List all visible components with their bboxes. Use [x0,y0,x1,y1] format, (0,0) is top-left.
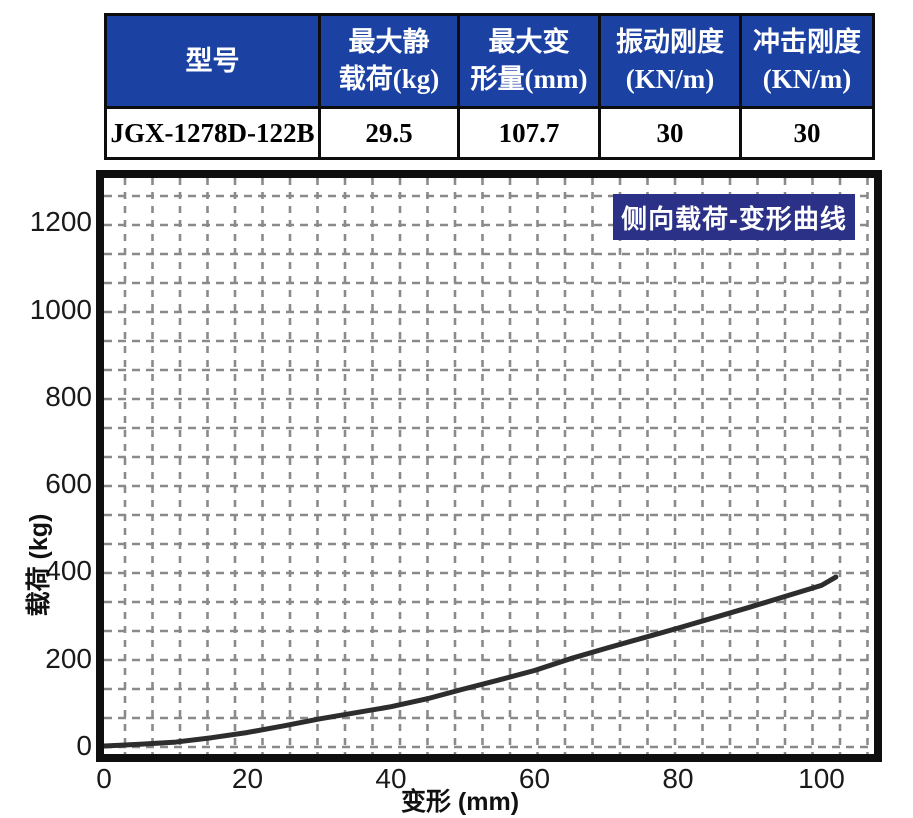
cell-impact-stiffness: 30 [739,106,875,160]
x-tick-label: 60 [518,763,551,794]
cell-vibration-stiffness: 30 [598,106,742,160]
spec-table-data-row: JGX-1278D-122B 29.5 107.7 30 30 [104,106,875,160]
x-axis-title: 变形 (mm) [400,788,520,816]
x-tick-label: 40 [375,763,407,794]
header-impact-stiffness: 冲击刚度 (KN/m) [739,13,875,109]
header-max-deformation: 最大变 形量(mm) [457,13,601,109]
header-max-static-load: 最大静 载荷(kg) [318,13,460,109]
y-tick-label: 200 [45,642,92,674]
chart-svg [104,178,874,754]
y-tick-label: 400 [45,555,92,587]
y-tick-label: 1000 [29,293,92,325]
y-tick-label: 0 [76,730,92,761]
y-tick-label: 1200 [29,206,92,238]
chart-plot-area: 侧向载荷-变形曲线 [96,170,882,762]
x-tick-label: 0 [96,763,112,794]
y-tick-label: 600 [45,468,92,500]
spec-table: 型号 最大静 载荷(kg) 最大变 形量(mm) 振动刚度 (KN/m) 冲击刚… [104,13,875,160]
x-tick-label: 20 [231,763,264,794]
chart-title-badge: 侧向载荷-变形曲线 [613,194,855,240]
header-vibration-stiffness: 振动刚度 (KN/m) [598,13,742,109]
cell-max-deformation: 107.7 [457,106,601,160]
y-tick-label: 800 [45,380,92,412]
header-model: 型号 [104,13,321,109]
spec-table-header-row: 型号 最大静 载荷(kg) 最大变 形量(mm) 振动刚度 (KN/m) 冲击刚… [104,13,875,109]
load-deformation-curve [104,574,839,749]
x-tick-label: 80 [662,763,694,794]
cell-max-static-load: 29.5 [318,106,460,160]
y-axis-title: 载荷 (kg) [25,513,53,617]
x-tick-label: 100 [798,763,845,794]
cell-model: JGX-1278D-122B [104,106,321,160]
